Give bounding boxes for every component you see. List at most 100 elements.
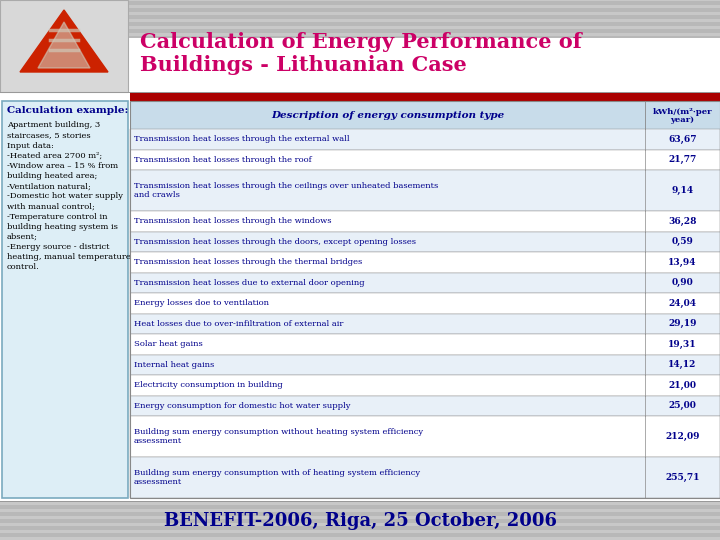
Bar: [0, 474, 720, 477]
Bar: [0, 278, 720, 281]
Text: Building sum energy consumption with of heating system efficiency
assessment: Building sum energy consumption with of …: [134, 469, 420, 487]
Bar: [0, 481, 720, 484]
Bar: [0, 354, 720, 358]
Text: Heat losses due to over-infiltration of external air: Heat losses due to over-infiltration of …: [134, 320, 343, 328]
Bar: [130, 170, 720, 211]
Bar: [0, 341, 720, 344]
Bar: [0, 285, 720, 288]
Text: 212,09: 212,09: [665, 432, 700, 441]
Text: 63,67: 63,67: [668, 135, 697, 144]
Text: Calculation of Energy Performance of: Calculation of Energy Performance of: [140, 32, 582, 52]
Bar: [0, 242, 720, 246]
Bar: [2, 101, 128, 498]
Bar: [0, 334, 720, 337]
Bar: [130, 101, 720, 129]
Text: Transmission heat losses due to external door opening: Transmission heat losses due to external…: [134, 279, 364, 287]
Text: Transmission heat losses through the thermal bridges: Transmission heat losses through the the…: [134, 258, 362, 266]
Bar: [0, 313, 720, 316]
Bar: [0, 488, 720, 491]
Bar: [0, 417, 720, 421]
Polygon shape: [38, 22, 90, 68]
Text: Energy consumption for domestic hot water supply: Energy consumption for domestic hot wate…: [134, 402, 351, 410]
Bar: [130, 129, 720, 150]
Bar: [0, 110, 720, 113]
Bar: [0, 159, 720, 162]
Bar: [0, 82, 720, 85]
Bar: [0, 53, 720, 57]
Bar: [0, 348, 720, 351]
Text: 24,04: 24,04: [668, 299, 696, 308]
Bar: [0, 249, 720, 253]
Text: 9,14: 9,14: [672, 186, 693, 195]
Bar: [0, 18, 720, 22]
Bar: [130, 314, 720, 334]
Bar: [0, 89, 720, 92]
Bar: [0, 368, 720, 372]
Text: Transmission heat losses through the doors, except opening losses: Transmission heat losses through the doo…: [134, 238, 416, 246]
Text: 29,19: 29,19: [668, 319, 697, 328]
Text: Buildings - Lithuanian Case: Buildings - Lithuanian Case: [140, 55, 467, 75]
Bar: [130, 416, 720, 457]
Bar: [0, 91, 720, 93]
Polygon shape: [20, 10, 108, 72]
Bar: [0, 292, 720, 295]
Bar: [0, 320, 720, 323]
Text: year): year): [670, 116, 695, 124]
Bar: [0, 327, 720, 330]
Bar: [0, 438, 720, 442]
Text: kWh/(m²·per: kWh/(m²·per: [653, 108, 712, 116]
Bar: [0, 25, 720, 29]
Bar: [0, 131, 720, 134]
Text: 21,00: 21,00: [668, 381, 696, 390]
Bar: [130, 457, 720, 498]
Bar: [0, 523, 720, 526]
Bar: [0, 193, 720, 197]
Bar: [0, 228, 720, 232]
Bar: [0, 117, 720, 120]
Bar: [0, 446, 720, 449]
Text: Input data:
-Heated area 2700 m²;
-Window area – 15 % from
building heated area;: Input data: -Heated area 2700 m²; -Windo…: [7, 142, 131, 271]
Bar: [0, 530, 720, 533]
Bar: [0, 509, 720, 512]
Bar: [0, 124, 720, 127]
Bar: [0, 0, 720, 1]
Bar: [0, 396, 720, 400]
Bar: [0, 264, 720, 267]
Bar: [130, 232, 720, 252]
Bar: [130, 93, 720, 101]
Bar: [130, 293, 720, 314]
Bar: [0, 424, 720, 428]
Text: Solar heat gains: Solar heat gains: [134, 340, 203, 348]
Bar: [0, 389, 720, 393]
Bar: [0, 75, 720, 78]
Text: Transmission heat losses through the windows: Transmission heat losses through the win…: [134, 217, 331, 225]
Text: 0,90: 0,90: [672, 278, 693, 287]
Bar: [0, 68, 720, 71]
Bar: [0, 138, 720, 141]
Bar: [0, 467, 720, 470]
Bar: [130, 375, 720, 395]
Bar: [0, 299, 720, 302]
Bar: [130, 150, 720, 170]
Text: 14,12: 14,12: [668, 360, 697, 369]
Bar: [0, 179, 720, 183]
Bar: [130, 334, 720, 354]
Bar: [0, 46, 720, 50]
Bar: [0, 207, 720, 211]
Bar: [0, 200, 720, 204]
Bar: [130, 252, 720, 273]
Bar: [0, 537, 720, 540]
Bar: [0, 96, 720, 99]
Bar: [0, 60, 720, 64]
Text: Description of energy consumption type: Description of energy consumption type: [271, 111, 504, 119]
Text: Transmission heat losses through the ceilings over unheated basements
and crawls: Transmission heat losses through the cei…: [134, 181, 438, 199]
Bar: [0, 403, 720, 407]
Bar: [0, 0, 128, 92]
Bar: [0, 516, 720, 519]
Text: 21,77: 21,77: [668, 155, 697, 164]
Text: 25,00: 25,00: [669, 401, 696, 410]
Bar: [130, 273, 720, 293]
Bar: [130, 101, 720, 498]
Bar: [0, 32, 720, 36]
Bar: [0, 431, 720, 435]
